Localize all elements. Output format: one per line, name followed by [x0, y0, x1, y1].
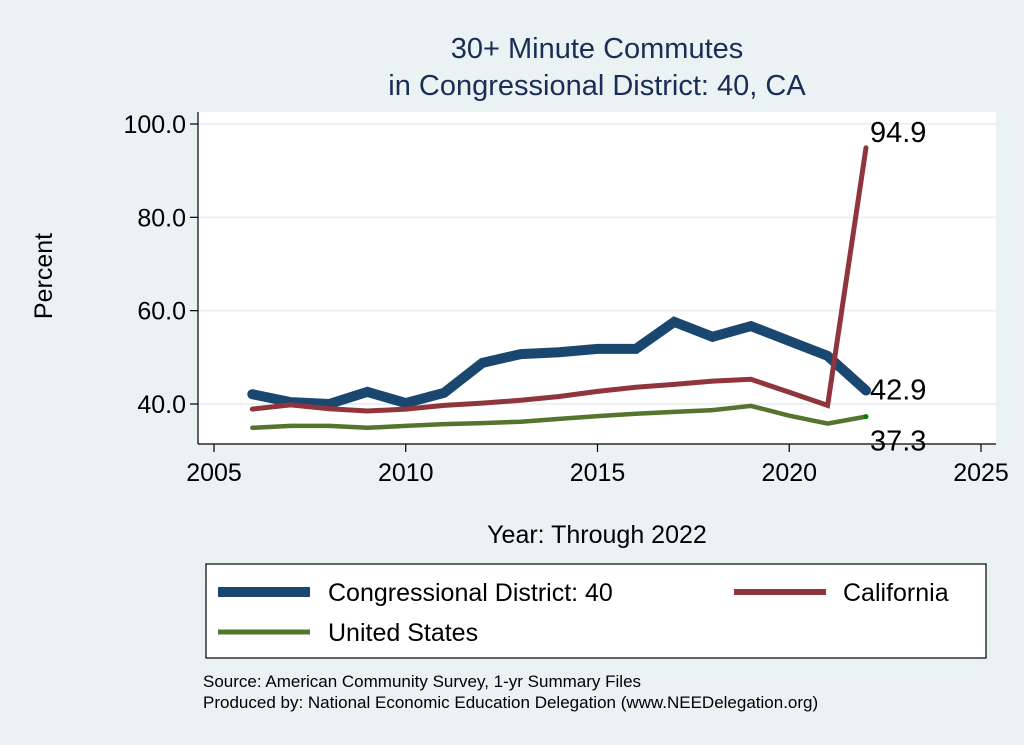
series-line-district — [247, 316, 871, 410]
x-tick-label: 2015 — [570, 459, 626, 487]
series-line-united-states — [250, 403, 869, 431]
y-axis-ticks: 40.0 60.0 80.0 100.0 — [123, 111, 198, 419]
x-axis-ticks: 2005 2010 2015 2020 2025 — [186, 444, 1009, 487]
chart-title: 30+ Minute Commutes — [451, 33, 744, 65]
x-tick-label: 2025 — [953, 459, 1009, 487]
x-tick-label: 2005 — [186, 459, 242, 487]
end-point-united-states — [863, 414, 869, 420]
end-label-california: 94.9 — [870, 117, 926, 149]
x-tick-label: 2020 — [761, 459, 817, 487]
chart-subtitle: in Congressional District: 40, CA — [388, 70, 806, 102]
series-lines — [247, 145, 871, 431]
producer-note: Produced by: National Economic Education… — [203, 693, 818, 712]
y-tick-label: 80.0 — [137, 204, 186, 232]
legend-label-district: Congressional District: 40 — [328, 579, 613, 607]
end-labels: 42.9 94.9 37.3 — [870, 117, 926, 458]
source-note: Source: American Community Survey, 1-yr … — [203, 672, 641, 691]
x-tick-label: 2010 — [378, 459, 434, 487]
legend-label-united-states: United States — [328, 619, 478, 647]
y-tick-label: 60.0 — [137, 298, 186, 326]
y-tick-label: 100.0 — [123, 111, 186, 139]
y-tick-label: 40.0 — [137, 391, 186, 419]
legend: Congressional District: 40 California Un… — [205, 563, 987, 659]
legend-box — [205, 563, 987, 659]
y-axis-title: Percent — [30, 233, 58, 319]
end-label-district: 42.9 — [870, 374, 926, 406]
series-line-california — [249, 145, 869, 414]
end-label-united-states: 37.3 — [870, 426, 926, 458]
legend-label-california: California — [843, 579, 949, 607]
x-axis-title: Year: Through 2022 — [487, 521, 707, 549]
